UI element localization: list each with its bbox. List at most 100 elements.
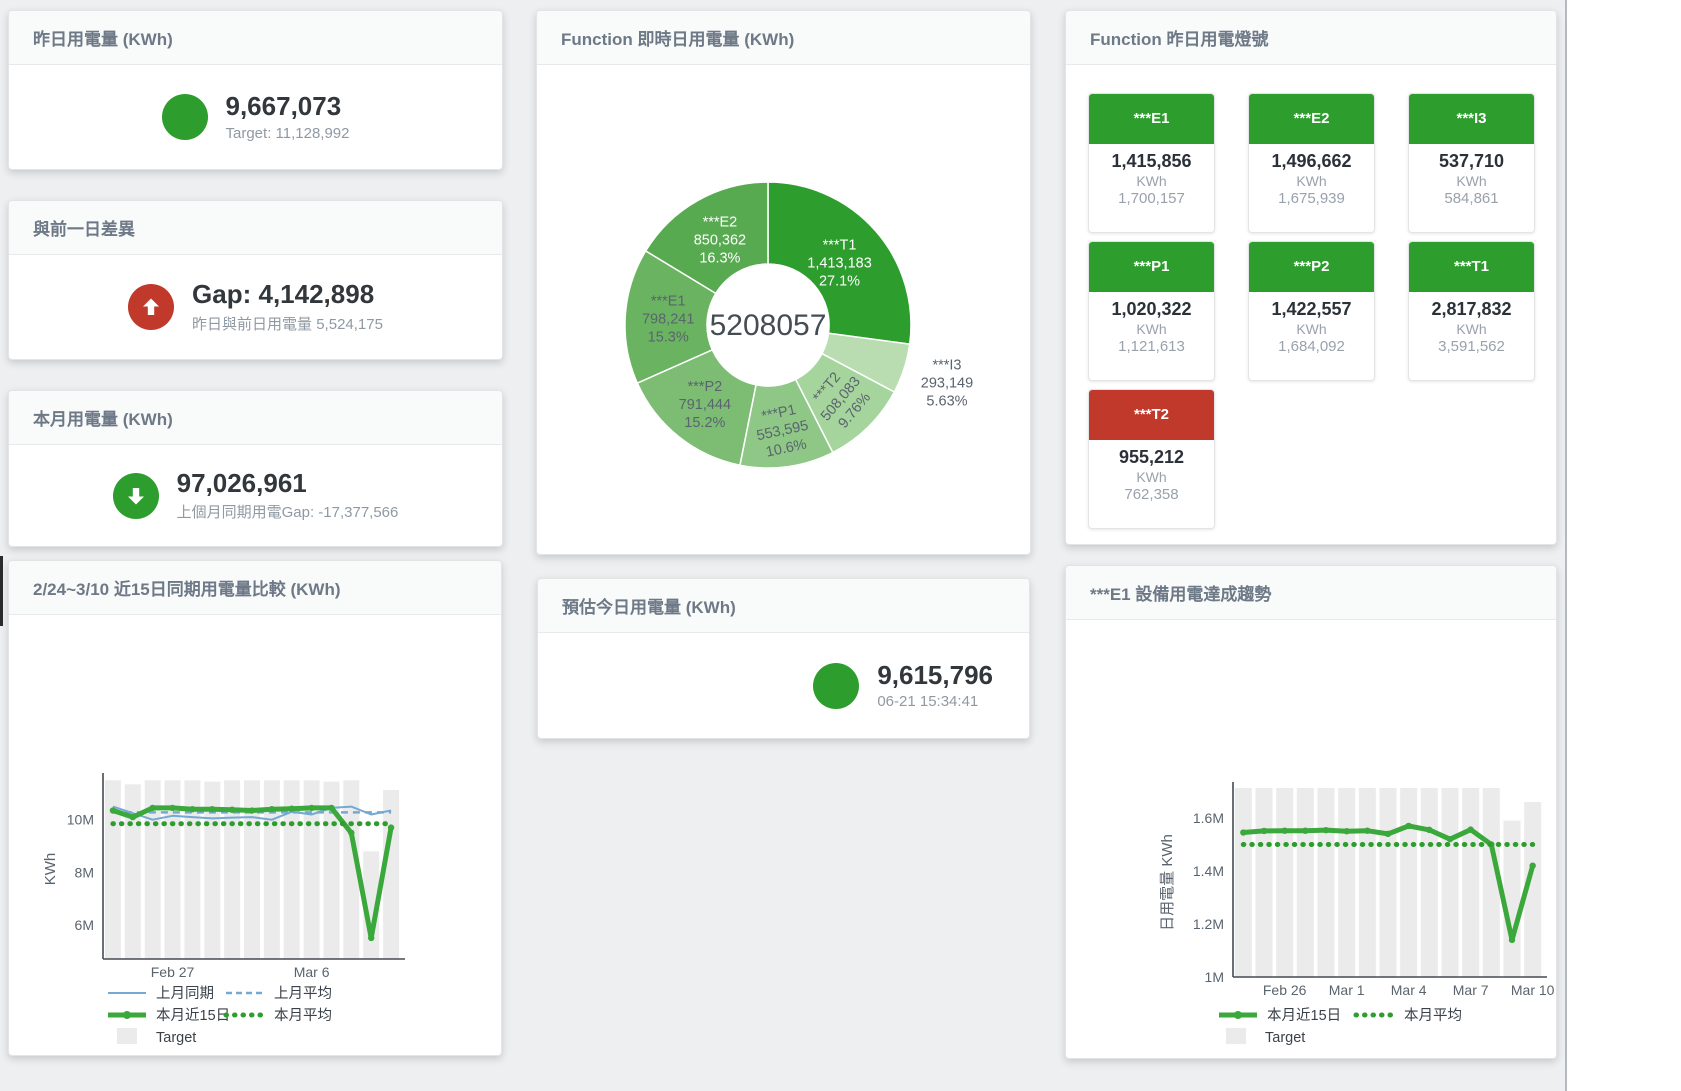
card-month-usage: 本月用電量 (KWh) 97,026,961 上個月同期用電Gap: -17,3… [8,390,503,547]
page-right-margin [1567,0,1681,1091]
tile-usage-value: 1,020,322 [1111,299,1192,319]
left-edge-marker [0,556,3,626]
light-tile-p2[interactable]: ***P2 1,422,557 KWh 1,684,092 [1248,241,1375,381]
tile-unit-label: KWh [1296,321,1327,337]
tile-usage-value: 1,496,662 [1271,151,1352,171]
card-realtime-donut: Function 即時日用電量 (KWh) ***T1 1,413,183 27.1… [536,10,1031,555]
today-estimate-timestamp: 06-21 15:34:41 [877,693,979,711]
card-yesterday-title: 昨日用電量 (KWh) [9,11,502,65]
y-tick-label: 1.2M [1193,916,1224,932]
y-tick-label: 1.6M [1193,810,1224,826]
tile-usage-value: 1,422,557 [1271,299,1352,319]
tile-unit-label: KWh [1456,321,1487,337]
light-tile-t1[interactable]: ***T1 2,817,832 KWh 3,591,562 [1408,241,1535,381]
light-tile-t2[interactable]: ***T2 955,212 KWh 762,358 [1088,389,1215,529]
legend-item-[interactable]: 上月平均 [226,985,332,1002]
tile-function-name: ***I3 [1409,94,1534,144]
status-circle-icon [813,662,860,709]
svg-text:Target: Target [1265,1030,1305,1046]
y-tick-label: 8M [75,864,94,880]
donut-label-e2: ***E2 850,362 16.3% [694,215,746,267]
light-tile-p1[interactable]: ***P1 1,020,322 KWh 1,121,613 [1088,241,1215,381]
day-gap-value: Gap: 4,142,898 [192,279,375,310]
donut-slice-t1[interactable] [767,181,912,345]
svg-text:Target: Target [156,1030,196,1046]
svg-text:本月近15日: 本月近15日 [1267,1007,1341,1024]
svg-text:上月同期: 上月同期 [156,985,214,1002]
legend-item-15[interactable]: 本月近15日 [1219,1007,1341,1024]
donut-slice-p2[interactable] [636,348,757,467]
tile-unit-label: KWh [1136,321,1167,337]
y-axis-title: KWh [42,853,59,886]
tile-function-name: ***T1 [1409,242,1534,292]
e1-trend-chart[interactable]: 1M 1.2M 1.4M 1.6M Feb 26 Mar 1 Mar 4 Mar 7 Mar 1… [1066,620,1555,1056]
legend-item-15[interactable]: 本月近15日 [108,1007,230,1024]
y-tick-label: 10M [67,812,94,828]
tile-unit-label: KWh [1456,173,1487,189]
x-tick-label: Mar 7 [1453,982,1489,998]
donut-center-total: 5208057 [710,309,827,342]
x-tick-label: Feb 26 [1263,982,1307,998]
svg-text:本月平均: 本月平均 [274,1007,332,1024]
light-tile-e2[interactable]: ***E2 1,496,662 KWh 1,675,939 [1248,93,1375,233]
yesterday-usage-value: 9,667,073 [225,91,342,122]
right-divider [1565,0,1567,1091]
y-tick-label: 1M [1205,969,1224,985]
target-bars [1234,788,1542,977]
tile-target-value: 762,358 [1124,486,1179,503]
day-gap-subtitle: 昨日與前日用電量 5,524,175 [192,315,383,333]
card-yesterday-usage: 昨日用電量 (KWh) 9,667,073 Target: 11,128,992 [8,10,503,170]
tile-unit-label: KWh [1136,173,1167,189]
svg-text:本月平均: 本月平均 [1404,1007,1462,1024]
svg-text:本月近15日: 本月近15日 [156,1007,230,1024]
card-today-estimate-title: 預估今日用電量 (KWh) [538,579,1029,633]
month-usage-gap: 上個月同期用電Gap: -17,377,566 [176,504,399,522]
tile-function-name: ***P2 [1249,242,1374,292]
tile-target-value: 1,684,092 [1278,338,1345,355]
light-tile-i3[interactable]: ***I3 537,710 KWh 584,861 [1408,93,1535,233]
light-tile-e1[interactable]: ***E1 1,415,856 KWh 1,700,157 [1088,93,1215,233]
arrow-up-icon [128,284,175,330]
card-e1-trend-title: ***E1 設備用電達成趨勢 [1066,566,1556,620]
tile-unit-label: KWh [1136,469,1167,485]
card-yesterday-lights: Function 昨日用電燈號 ***E1 1,415,856 KWh 1,700,1… [1065,10,1557,545]
y-tick-label: 6M [75,917,94,933]
donut-label-e1: ***E1 798,241 15.3% [642,294,694,346]
today-estimate-value: 9,615,796 [877,659,993,690]
status-circle-icon [161,94,208,140]
tile-target-value: 3,591,562 [1438,338,1505,355]
arrow-down-icon [112,472,159,519]
card-e1-trend: ***E1 設備用電達成趨勢 1M 1.2M 1.4M 1.6M Feb 26 Mar 1… [1065,565,1557,1059]
card-15day-comparison-title: 2/24~3/10 近15日同期用電量比較 (KWh) [9,561,501,615]
tile-usage-value: 537,710 [1438,151,1505,171]
realtime-usage-donut-chart[interactable]: ***T1 1,413,183 27.1%***I3 293,149 5.63%***T… [537,65,1028,552]
card-yesterday-lights-title: Function 昨日用電燈號 [1066,11,1556,65]
card-realtime-donut-title: Function 即時日用電量 (KWh) [537,11,1030,65]
tile-usage-value: 1,415,856 [1111,151,1192,171]
legend-item-[interactable]: 本月平均 [223,1007,332,1024]
legend-item-[interactable]: 本月平均 [1353,1007,1462,1024]
donut-label-t1: ***T1 1,413,183 27.1% [807,237,872,289]
x-tick-label: Mar 4 [1391,982,1427,998]
card-day-gap-title: 與前一日差異 [9,201,502,255]
donut-label-p2: ***P2 791,444 15.2% [679,379,731,431]
tile-function-name: ***E2 [1249,94,1374,144]
yesterday-usage-target: Target: 11,128,992 [225,124,350,142]
card-15day-comparison: 2/24~3/10 近15日同期用電量比較 (KWh) 6M 8M 10M Feb 2… [8,560,502,1056]
series- [112,805,392,821]
legend-item-target[interactable]: Target [1226,1028,1305,1046]
month-usage-value: 97,026,961 [176,467,307,498]
donut-label-i3: ***I3 293,149 5.63% [921,358,973,410]
tile-target-value: 584,861 [1444,190,1499,207]
tile-target-value: 1,121,613 [1118,338,1185,355]
legend-item-[interactable]: 上月同期 [108,985,214,1002]
lights-tile-grid: ***E1 1,415,856 KWh 1,700,157 ***E2 1,496,662… [1066,65,1556,529]
donut-slice-e2[interactable] [644,181,769,295]
tile-unit-label: KWh [1296,173,1327,189]
card-today-estimate: 預估今日用電量 (KWh) 9,615,796 06-21 15:34:41 [537,578,1030,739]
card-day-gap: 與前一日差異 Gap: 4,142,898 昨日與前日用電量 5,524,175 [8,200,503,360]
legend-item-target[interactable]: Target [117,1028,196,1046]
y-axis-title: 日用電量 KWh [1159,834,1176,931]
